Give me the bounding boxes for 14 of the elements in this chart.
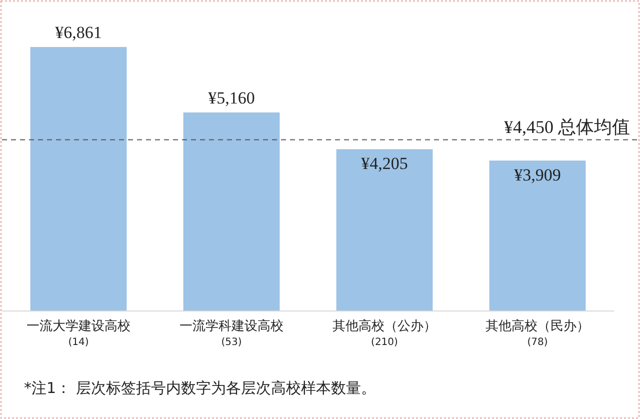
data-label: ¥5,160	[208, 88, 255, 108]
data-label: ¥3,909	[514, 166, 561, 185]
bar	[30, 47, 127, 311]
x-tick-label: 一流学科建设高校 (53)	[180, 318, 284, 348]
bar	[336, 149, 433, 311]
bar	[489, 160, 586, 311]
data-label: ¥4,205	[361, 154, 408, 174]
text: *注1： 层次标签括号内数字为各层次高校样本数量。	[24, 379, 376, 397]
x-tick-label: 一流大学建设高校 (14)	[26, 318, 130, 348]
data-label: ¥6,861	[55, 23, 102, 42]
ref-line-label: ¥4,450 总体均值	[504, 116, 630, 137]
x-tick-label: 其他高校（公办） (210)	[332, 318, 436, 348]
bar	[183, 112, 280, 311]
x-tick-label: 其他高校（民办） (78)	[486, 318, 590, 348]
